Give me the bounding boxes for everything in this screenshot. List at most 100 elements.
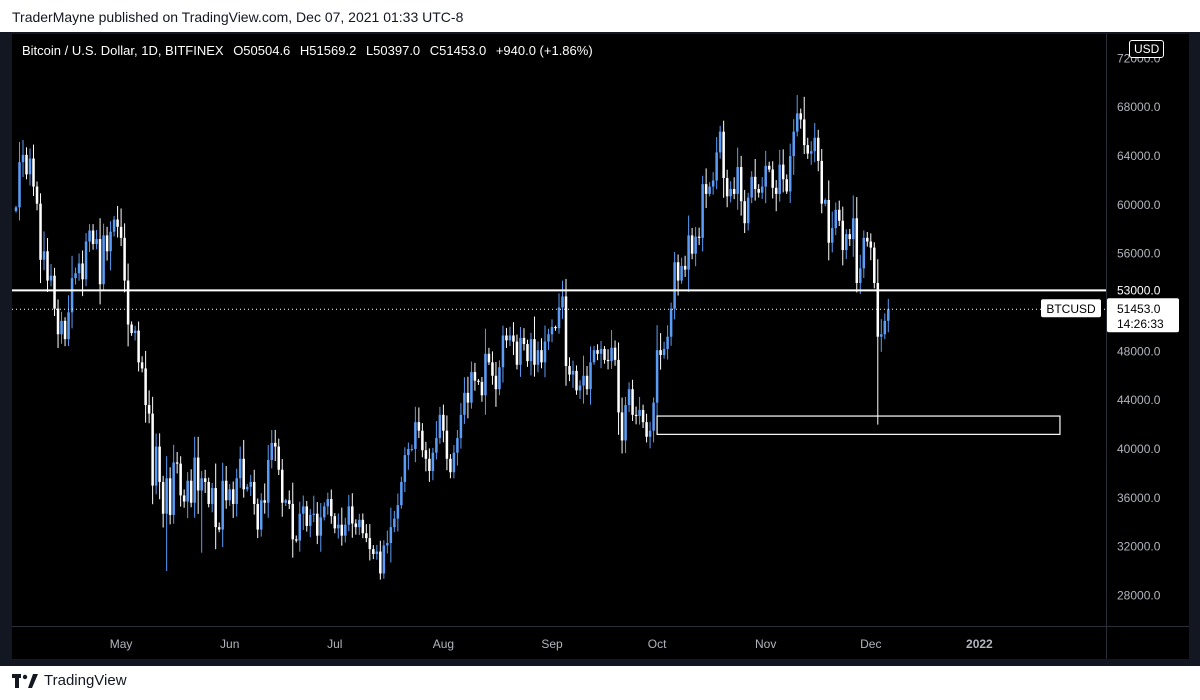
price-tick-label: 28000.0 bbox=[1117, 588, 1161, 602]
axis-corner bbox=[1106, 626, 1189, 659]
candle bbox=[473, 372, 477, 381]
candle bbox=[32, 158, 35, 187]
candle bbox=[687, 235, 690, 270]
candle bbox=[137, 330, 140, 363]
candle bbox=[841, 220, 845, 251]
candle bbox=[578, 385, 582, 391]
candle bbox=[638, 409, 641, 417]
horizontal-level-label: 53000.0 bbox=[1117, 283, 1161, 297]
price-tick-label: 32000.0 bbox=[1117, 540, 1161, 554]
candle bbox=[550, 326, 554, 335]
candle bbox=[785, 179, 788, 192]
candle bbox=[88, 230, 91, 242]
candle bbox=[718, 131, 722, 153]
candle bbox=[484, 353, 487, 396]
time-tick-label: Jun bbox=[220, 637, 239, 651]
candle bbox=[46, 251, 49, 281]
candle bbox=[592, 350, 596, 363]
tradingview-logo[interactable]: TradingView bbox=[12, 672, 127, 689]
time-tick-label: May bbox=[110, 637, 133, 651]
candle bbox=[753, 176, 757, 190]
candle bbox=[337, 524, 340, 529]
candle bbox=[210, 488, 214, 504]
legend-symbol: Bitcoin / U.S. Dollar, 1D, BITFINEX bbox=[22, 43, 224, 58]
time-axis[interactable] bbox=[12, 626, 1106, 659]
price-tick-label: 60000.0 bbox=[1117, 198, 1161, 212]
candle bbox=[452, 452, 456, 473]
candle bbox=[347, 506, 351, 525]
currency-button[interactable]: USD bbox=[1129, 40, 1165, 58]
publisher-text: TraderMayne published on TradingView.com… bbox=[12, 9, 464, 25]
candle bbox=[203, 478, 207, 482]
candle bbox=[792, 131, 795, 157]
candle bbox=[866, 237, 869, 242]
candle bbox=[515, 341, 519, 365]
candle bbox=[585, 375, 589, 390]
candle bbox=[816, 137, 820, 161]
candle bbox=[501, 335, 505, 368]
time-tick-label: Nov bbox=[755, 637, 776, 651]
legend-high: H51569.2 bbox=[299, 43, 357, 58]
candle bbox=[291, 503, 295, 540]
candle bbox=[417, 422, 421, 431]
candle bbox=[98, 239, 102, 285]
candle bbox=[74, 273, 77, 279]
candle bbox=[873, 247, 876, 284]
candle bbox=[512, 335, 515, 342]
candle bbox=[767, 165, 771, 170]
candle bbox=[869, 241, 873, 248]
candle bbox=[456, 438, 459, 453]
support-zone-rectangle[interactable] bbox=[656, 415, 1061, 435]
candle bbox=[410, 449, 414, 451]
candle bbox=[245, 486, 249, 490]
time-tick-label: 2022 bbox=[966, 637, 993, 651]
candle bbox=[53, 275, 56, 309]
candle bbox=[820, 160, 824, 204]
candle bbox=[732, 189, 736, 194]
candle bbox=[802, 119, 806, 146]
candle bbox=[701, 184, 704, 238]
last-price-label: 51453.0 bbox=[1117, 302, 1161, 316]
candle bbox=[778, 164, 781, 194]
candle bbox=[84, 241, 88, 280]
candle bbox=[837, 209, 841, 221]
candle bbox=[852, 218, 855, 240]
candle bbox=[746, 197, 750, 224]
candle bbox=[105, 235, 109, 252]
footer-bar bbox=[0, 666, 1200, 700]
candle bbox=[449, 458, 452, 473]
candle bbox=[193, 457, 196, 503]
candle bbox=[249, 481, 252, 487]
candle bbox=[694, 236, 697, 254]
candle bbox=[505, 335, 508, 341]
candle bbox=[610, 347, 613, 362]
candle bbox=[77, 263, 81, 274]
candle bbox=[498, 367, 501, 390]
candle bbox=[389, 527, 393, 543]
candle bbox=[508, 335, 512, 341]
time-tick-label: Oct bbox=[648, 637, 667, 651]
candle bbox=[536, 350, 540, 365]
candle bbox=[743, 201, 746, 224]
candle bbox=[459, 414, 463, 439]
candle bbox=[795, 113, 799, 132]
candle bbox=[396, 505, 400, 519]
candle bbox=[316, 513, 319, 536]
candle bbox=[102, 235, 105, 285]
candle bbox=[533, 339, 536, 365]
candle bbox=[522, 337, 526, 345]
candle bbox=[81, 263, 84, 280]
price-tick-label: 36000.0 bbox=[1117, 491, 1161, 505]
candle bbox=[235, 478, 238, 504]
candle bbox=[662, 348, 666, 356]
candle bbox=[596, 350, 599, 354]
candle bbox=[67, 312, 70, 340]
candle bbox=[273, 442, 277, 447]
candle bbox=[221, 480, 224, 530]
bar-countdown: 14:26:33 bbox=[1117, 317, 1164, 331]
candle bbox=[445, 430, 449, 459]
candle bbox=[697, 236, 701, 238]
candle bbox=[880, 334, 883, 337]
candle bbox=[172, 462, 175, 515]
candle bbox=[760, 186, 764, 193]
